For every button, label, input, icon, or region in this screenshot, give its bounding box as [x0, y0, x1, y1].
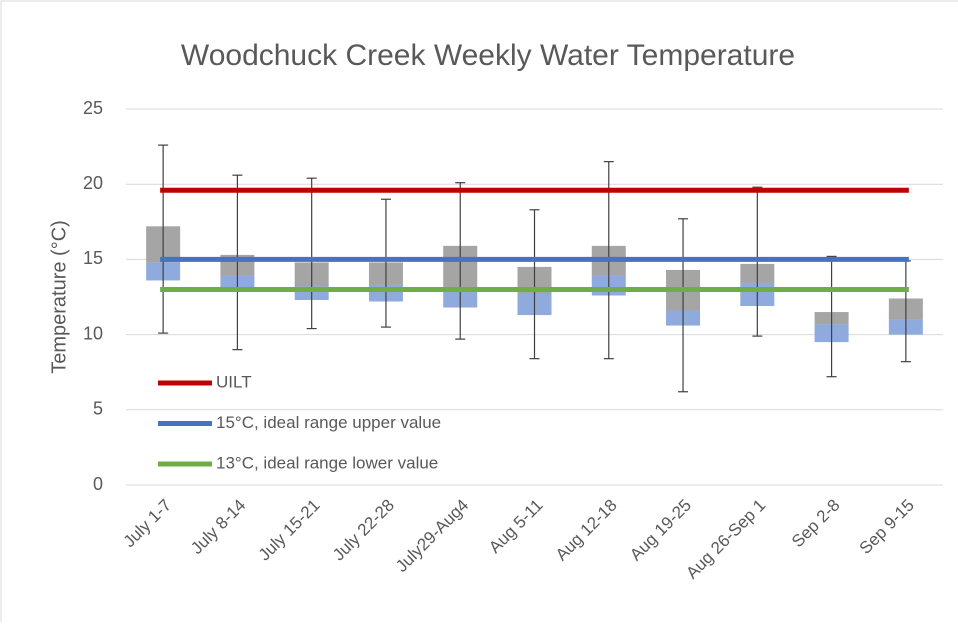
y-tick-label: 5: [93, 399, 103, 419]
y-tick-label: 0: [93, 474, 103, 494]
y-tick-label: 20: [83, 173, 103, 193]
legend-label: 15°C, ideal range upper value: [216, 413, 441, 432]
legend-label: 13°C, ideal range lower value: [216, 453, 438, 472]
legend-label: UILT: [216, 372, 252, 391]
y-axis-label: Temperature (°C): [48, 220, 70, 374]
y-tick-label: 25: [83, 98, 103, 118]
y-tick-label: 15: [83, 248, 103, 268]
y-tick-label: 10: [83, 323, 103, 343]
chart-title: Woodchuck Creek Weekly Water Temperature: [181, 39, 795, 72]
